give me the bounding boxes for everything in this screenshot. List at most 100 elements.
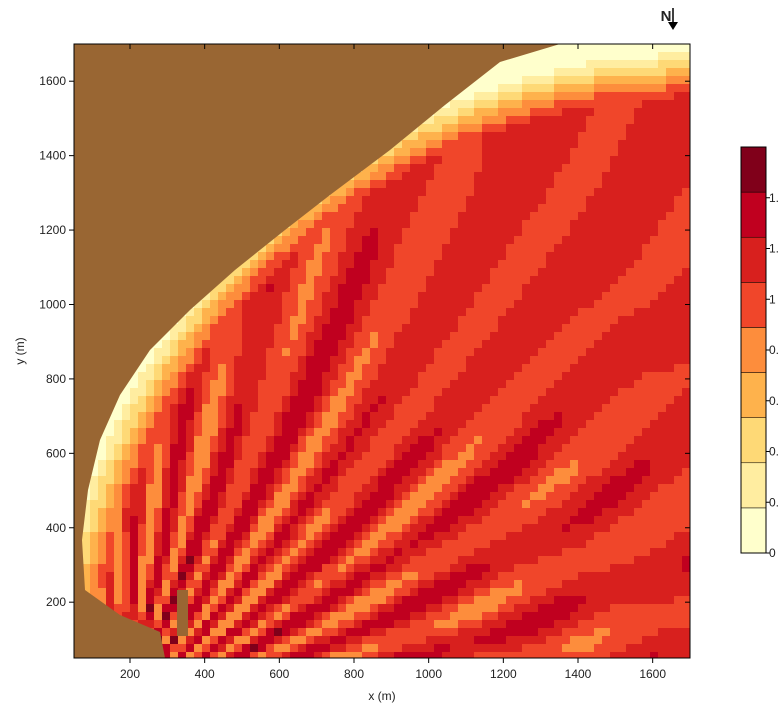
field-cell [346, 220, 355, 229]
field-cell [466, 108, 475, 117]
field-cell [586, 500, 595, 509]
field-cell [514, 476, 523, 485]
field-cell [586, 532, 595, 541]
field-cell [130, 548, 139, 557]
field-cell [466, 364, 475, 373]
field-cell [450, 188, 459, 197]
field-cell [658, 388, 667, 397]
field-cell [554, 460, 563, 469]
field-cell [578, 180, 587, 189]
field-cell [546, 188, 555, 197]
field-cell [466, 540, 475, 549]
field-cell [82, 532, 91, 541]
field-cell [466, 156, 475, 165]
field-cell [354, 452, 363, 461]
field-cell [354, 532, 363, 541]
field-cell [426, 508, 435, 517]
field-cell [682, 44, 691, 53]
field-cell [458, 340, 467, 349]
field-cell [282, 356, 291, 365]
field-cell [418, 148, 427, 157]
field-cell [402, 292, 411, 301]
field-cell [138, 532, 147, 541]
field-cell [490, 100, 499, 109]
field-cell [410, 420, 419, 429]
field-cell [474, 332, 483, 341]
field-cell [298, 508, 307, 517]
field-cell [610, 196, 619, 205]
field-cell [274, 308, 283, 317]
field-cell [434, 164, 443, 173]
field-cell [98, 476, 107, 485]
field-cell [666, 508, 675, 517]
field-cell [362, 428, 371, 437]
field-cell [674, 356, 683, 365]
field-cell [514, 220, 523, 229]
field-cell [218, 532, 227, 541]
field-cell [466, 548, 475, 557]
field-cell [634, 212, 643, 221]
field-cell [482, 228, 491, 237]
field-cell [434, 484, 443, 493]
field-cell [506, 196, 515, 205]
field-cell [218, 372, 227, 381]
field-cell [530, 276, 539, 285]
field-cell [594, 372, 603, 381]
field-cell [242, 532, 251, 541]
field-cell [218, 548, 227, 557]
field-cell [626, 404, 635, 413]
field-cell [466, 300, 475, 309]
field-cell [434, 388, 443, 397]
field-cell [546, 380, 555, 389]
field-cell [434, 172, 443, 181]
field-cell [266, 524, 275, 533]
field-cell [82, 540, 91, 549]
field-cell [554, 188, 563, 197]
field-cell [610, 164, 619, 173]
field-cell [594, 148, 603, 157]
field-cell [298, 324, 307, 333]
field-cell [578, 108, 587, 117]
field-cell [546, 356, 555, 365]
field-cell [554, 532, 563, 541]
field-cell [610, 172, 619, 181]
field-cell [314, 228, 323, 237]
field-cell [170, 516, 179, 525]
field-cell [562, 212, 571, 221]
field-cell [346, 484, 355, 493]
field-cell [570, 508, 579, 517]
field-cell [426, 180, 435, 189]
field-cell [506, 268, 515, 277]
field-cell [122, 428, 131, 437]
field-cell [178, 468, 187, 477]
field-cell [210, 300, 219, 309]
field-cell [498, 284, 507, 293]
field-cell [634, 548, 643, 557]
field-cell [258, 276, 267, 285]
field-cell [186, 316, 195, 325]
field-cell [578, 460, 587, 469]
field-cell [522, 252, 531, 261]
field-cell [458, 524, 467, 533]
field-cell [570, 428, 579, 437]
field-cell [634, 68, 643, 77]
field-cell [114, 412, 123, 421]
field-cell [498, 516, 507, 525]
field-cell [570, 180, 579, 189]
field-cell [490, 188, 499, 197]
field-cell [530, 228, 539, 237]
field-cell [530, 68, 539, 77]
field-cell [162, 444, 171, 453]
field-cell [434, 180, 443, 189]
field-cell [482, 332, 491, 341]
field-cell [458, 556, 467, 565]
field-cell [266, 508, 275, 517]
field-cell [602, 276, 611, 285]
field-cell [642, 308, 651, 317]
field-cell [314, 252, 323, 261]
field-cell [650, 476, 659, 485]
field-cell [498, 228, 507, 237]
field-cell [602, 364, 611, 373]
field-cell [682, 532, 691, 541]
field-cell [642, 84, 651, 93]
